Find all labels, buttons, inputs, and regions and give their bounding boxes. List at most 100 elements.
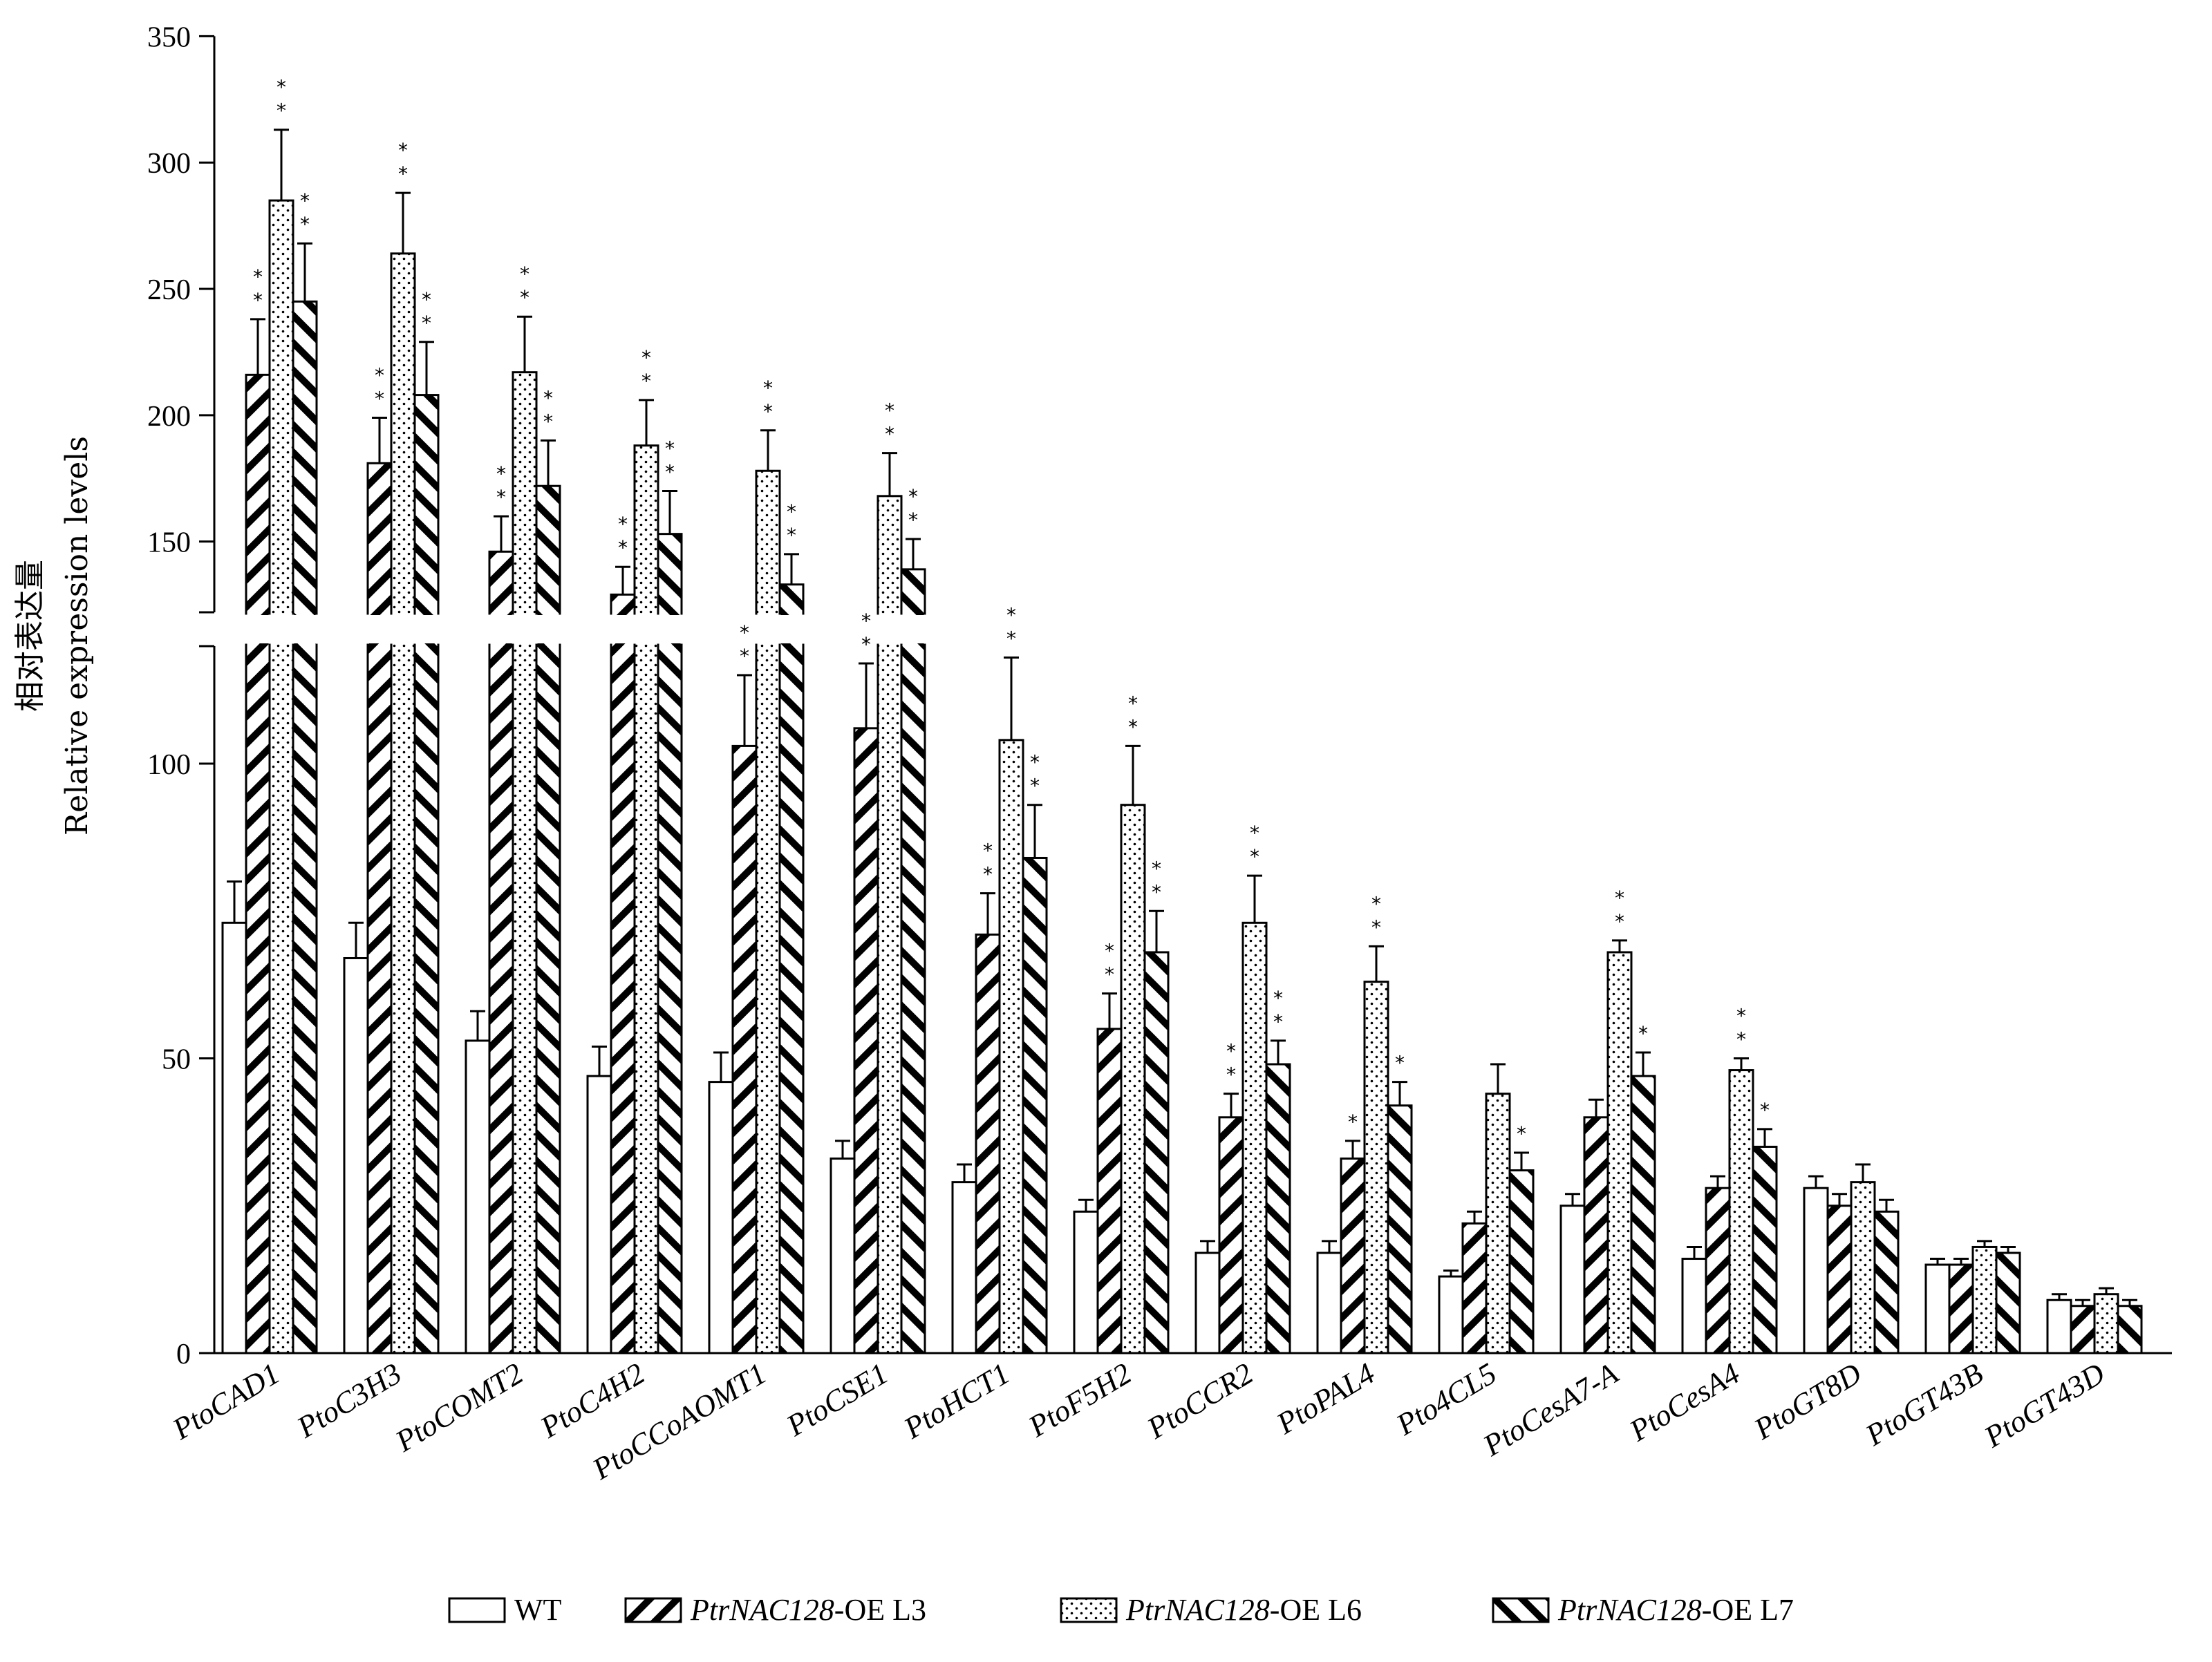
bar-break-mask: [514, 612, 536, 615]
bar-group: [2046, 1287, 2143, 1354]
significance-mark: *: [1030, 775, 1040, 797]
significance-mark: *: [1250, 822, 1259, 844]
bar: [951, 1181, 977, 1354]
bar: [1606, 951, 1633, 1354]
bar: [535, 484, 561, 615]
significance-mark: *: [740, 621, 749, 644]
bar: [245, 643, 271, 1354]
bar: [900, 568, 926, 615]
bar: [778, 643, 805, 1354]
legend-label-text: WT: [514, 1593, 562, 1627]
bar-group: ******: [586, 346, 683, 1354]
significance-mark: *: [520, 286, 529, 309]
significance-mark: *: [1273, 987, 1283, 1010]
legend-label: PtrNAC128-OE L3: [690, 1593, 926, 1627]
significance-mark: *: [300, 189, 310, 212]
bar: [292, 643, 318, 1354]
bar: [610, 593, 636, 615]
significance-mark: *: [1006, 627, 1016, 650]
significance-mark: *: [1226, 1040, 1236, 1063]
bar: [1583, 1116, 1609, 1354]
significance-mark: *: [763, 377, 773, 399]
bar-group: ******: [1073, 692, 1170, 1354]
bar: [657, 643, 683, 1354]
bar-break-mask: [270, 643, 292, 647]
x-category-label: PtoGT43D: [1978, 1356, 2111, 1454]
bar: [778, 583, 805, 615]
significance-mark: *: [253, 265, 263, 288]
y-tick-label: 350: [147, 21, 191, 53]
legend-swatch: [624, 1597, 682, 1623]
significance-mark: *: [1152, 857, 1161, 880]
bar: [586, 1075, 612, 1354]
significance-mark: *: [861, 633, 871, 656]
bar: [755, 643, 781, 1354]
x-category-label: PtoCesA4: [1623, 1357, 1745, 1448]
bar-group: ******: [708, 377, 805, 1354]
bar-break-mask: [490, 612, 512, 615]
bar-break-mask: [392, 612, 414, 615]
legend-label: PtrNAC128-OE L7: [1557, 1593, 1794, 1627]
bar: [1096, 1028, 1123, 1354]
bar: [512, 643, 538, 1354]
bar: [2117, 1305, 2143, 1354]
bar: [830, 1158, 856, 1354]
bar: [1022, 856, 1048, 1354]
legend-label-italic: PtrNAC128: [1557, 1593, 1702, 1627]
x-category-label: PtoF5H2: [1022, 1357, 1137, 1444]
bar-break-mask: [415, 643, 438, 647]
bar: [2046, 1299, 2072, 1354]
bar-break-mask: [294, 643, 316, 647]
bar: [755, 469, 781, 615]
bar: [292, 300, 318, 615]
bar: [1485, 1093, 1511, 1354]
bar-break-mask: [902, 612, 924, 615]
bar-break-mask: [392, 643, 414, 647]
significance-mark: *: [1006, 603, 1016, 626]
legend-swatch: [448, 1597, 506, 1623]
bar: [390, 252, 416, 615]
bar-break-mask: [537, 612, 559, 615]
significance-mark: *: [520, 263, 529, 285]
x-category-label: PtoPAL4: [1271, 1357, 1381, 1442]
bar: [877, 643, 903, 1354]
bar-break-mask: [247, 643, 269, 647]
significance-mark: *: [398, 139, 408, 162]
significance-mark: *: [665, 461, 675, 484]
bar: [1241, 921, 1268, 1354]
bar: [1143, 951, 1170, 1354]
significance-mark: *: [641, 346, 651, 369]
significance-mark: *: [1615, 887, 1624, 909]
bar-break-mask: [659, 643, 681, 647]
significance-mark: *: [1517, 1122, 1526, 1145]
legend-entry: PtrNAC128-OE L7: [1492, 1593, 1794, 1627]
y-axis-label: 相对表达量 Relative expression levels: [12, 436, 95, 835]
bar-break-mask: [247, 612, 269, 615]
bar: [1559, 1205, 1586, 1354]
y-axis-label-cn: 相对表达量: [12, 560, 48, 712]
bar: [535, 643, 561, 1354]
bar-break-mask: [514, 643, 536, 647]
bar-break-mask: [612, 643, 634, 647]
legend-label-text: -OE L6: [1270, 1593, 1362, 1627]
legend-label: PtrNAC128-OE L6: [1125, 1593, 1362, 1627]
y-tick-label: 300: [147, 148, 191, 180]
significance-mark: *: [908, 485, 918, 508]
bar: [1924, 1263, 1951, 1354]
significance-mark: *: [1105, 940, 1114, 963]
significance-mark: *: [1736, 1005, 1746, 1028]
significance-mark: *: [618, 536, 628, 559]
bar-group: ***: [1559, 887, 1656, 1354]
significance-mark: *: [543, 410, 553, 433]
significance-mark: *: [543, 386, 553, 409]
legend-swatch: [1060, 1597, 1118, 1623]
bar: [633, 444, 659, 615]
bar: [1728, 1069, 1754, 1354]
bar: [245, 373, 271, 615]
legend-entry: PtrNAC128-OE L3: [624, 1593, 926, 1627]
significance-mark: *: [1371, 916, 1381, 938]
bar: [390, 643, 416, 1354]
bar-group: ******: [221, 76, 318, 1354]
